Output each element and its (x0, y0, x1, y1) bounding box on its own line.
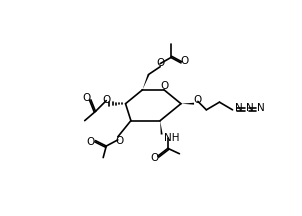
Text: N: N (235, 103, 243, 113)
Polygon shape (143, 74, 149, 90)
Text: O: O (193, 95, 201, 105)
Text: O: O (115, 136, 124, 146)
Text: O: O (156, 58, 164, 68)
Text: O: O (180, 56, 188, 66)
Text: N: N (246, 103, 254, 113)
Text: O: O (82, 92, 90, 103)
Text: O: O (161, 81, 169, 91)
Text: N: N (257, 103, 265, 113)
Polygon shape (160, 121, 163, 135)
Text: NH: NH (164, 133, 179, 143)
Polygon shape (181, 103, 194, 105)
Text: O: O (87, 137, 95, 147)
Text: O: O (150, 153, 158, 163)
Text: O: O (102, 95, 111, 105)
